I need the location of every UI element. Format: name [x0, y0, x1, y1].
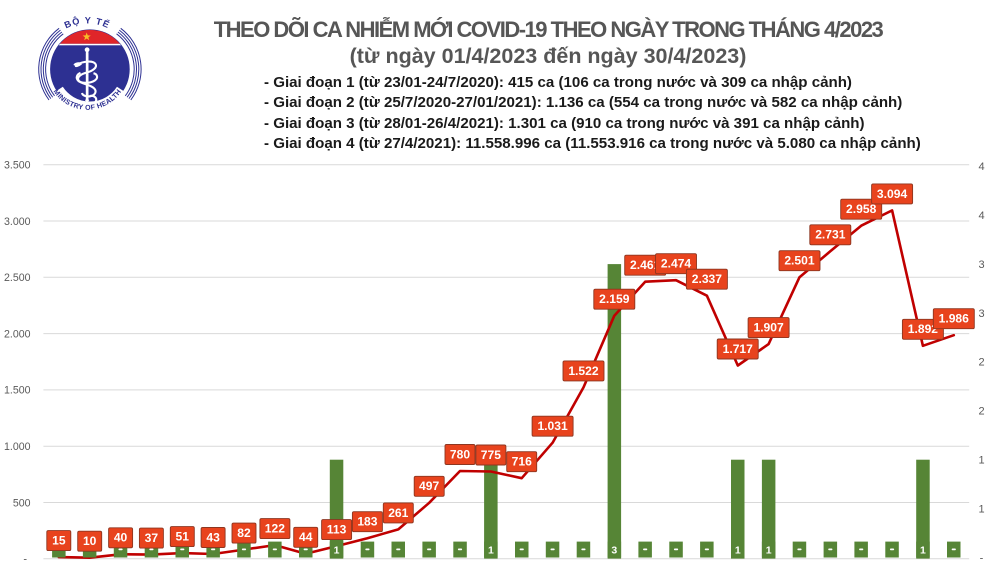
svg-text:1: 1 — [978, 503, 984, 515]
svg-text:500: 500 — [13, 497, 31, 509]
svg-text:1.907: 1.907 — [753, 321, 784, 335]
svg-text:3: 3 — [978, 259, 984, 271]
svg-text:3: 3 — [611, 544, 617, 556]
svg-text:3.500: 3.500 — [4, 160, 31, 172]
svg-text:44: 44 — [299, 530, 313, 544]
svg-text:1: 1 — [920, 544, 926, 556]
svg-text:1.000: 1.000 — [4, 441, 31, 453]
svg-text:2: 2 — [978, 406, 984, 418]
svg-text:40: 40 — [114, 531, 128, 545]
svg-text:4: 4 — [978, 161, 984, 173]
svg-text:4: 4 — [978, 210, 984, 222]
svg-text:2.461: 2.461 — [630, 258, 661, 272]
svg-text:43: 43 — [206, 530, 220, 544]
svg-text:2.474: 2.474 — [661, 257, 692, 271]
svg-text:1: 1 — [334, 544, 340, 556]
svg-text:3.094: 3.094 — [877, 187, 908, 201]
svg-text:1: 1 — [766, 544, 772, 556]
svg-text:2.731: 2.731 — [815, 228, 846, 242]
svg-text:716: 716 — [512, 455, 532, 469]
svg-text:37: 37 — [145, 531, 159, 545]
svg-text:183: 183 — [357, 515, 377, 529]
svg-text:780: 780 — [450, 447, 470, 461]
svg-text:2: 2 — [978, 357, 984, 369]
svg-text:-: - — [23, 554, 27, 562]
svg-text:10: 10 — [83, 534, 97, 548]
svg-text:113: 113 — [327, 523, 347, 537]
svg-text:2.337: 2.337 — [692, 272, 723, 286]
svg-text:3: 3 — [978, 308, 984, 320]
svg-text:1.986: 1.986 — [939, 312, 970, 326]
svg-text:BỘ Y TẾ: BỘ Y TẾ — [63, 15, 112, 31]
svg-text:497: 497 — [419, 479, 439, 493]
svg-text:2.159: 2.159 — [599, 292, 630, 306]
svg-text:1.031: 1.031 — [537, 419, 568, 433]
svg-text:3.000: 3.000 — [4, 216, 31, 228]
svg-text:2.958: 2.958 — [846, 202, 877, 216]
svg-text:1.717: 1.717 — [723, 342, 754, 356]
svg-text:1.892: 1.892 — [908, 322, 939, 336]
svg-text:2.500: 2.500 — [4, 272, 31, 284]
svg-text:-: - — [980, 552, 984, 562]
svg-text:1: 1 — [488, 544, 494, 556]
svg-text:261: 261 — [388, 506, 408, 520]
svg-text:2.000: 2.000 — [4, 328, 31, 340]
svg-text:1: 1 — [735, 544, 741, 556]
svg-text:122: 122 — [265, 522, 285, 536]
svg-text:1.500: 1.500 — [4, 385, 31, 397]
svg-text:15: 15 — [52, 534, 66, 548]
svg-text:775: 775 — [481, 448, 501, 462]
svg-text:51: 51 — [176, 530, 190, 544]
svg-text:82: 82 — [237, 526, 251, 540]
svg-text:2.501: 2.501 — [784, 254, 815, 268]
svg-text:1.522: 1.522 — [568, 364, 599, 378]
svg-text:1: 1 — [978, 455, 984, 467]
